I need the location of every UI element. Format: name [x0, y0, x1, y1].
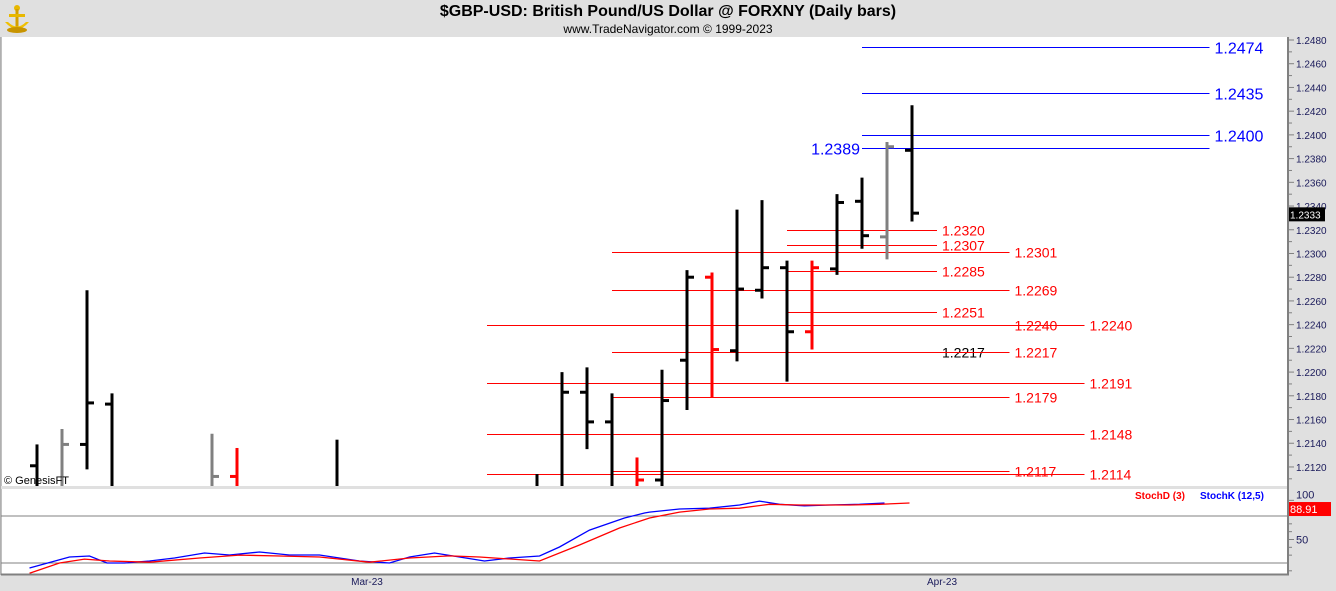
main-panel [1, 37, 1288, 486]
axis-tick-label: 1.2320 [1296, 226, 1327, 237]
level-label: 1.2179 [1015, 390, 1058, 406]
level-label: 1.2400 [1215, 129, 1264, 146]
level-label: 1.2269 [1015, 283, 1058, 299]
axis-tick-label: 1.2420 [1296, 107, 1327, 118]
axis-tick-label: 1.2440 [1296, 83, 1327, 94]
axis-tick-label: 1.2160 [1296, 416, 1327, 427]
bars-layer [30, 105, 919, 486]
stoch-axis-label: 50 [1296, 534, 1308, 546]
axis-tick-label: 1.2400 [1296, 131, 1327, 142]
level-label: 1.2320 [942, 223, 985, 239]
stoch-axis-label: 100 [1296, 489, 1314, 501]
level-label: 1.2435 [1215, 87, 1264, 104]
level-label: 1.2240 [1090, 318, 1133, 334]
date-label: Apr-23 [927, 577, 957, 588]
axis-tick-label: 1.2180 [1296, 392, 1327, 403]
stoch-panel [1, 489, 1288, 574]
level-label: 1.2301 [1015, 245, 1058, 261]
level-label: 1.2191 [1090, 376, 1133, 392]
stoch-last-badge [1289, 502, 1331, 517]
axis-tick-label: 1.2260 [1296, 297, 1327, 308]
axis-tick-label: 1.2360 [1296, 178, 1327, 189]
axis-tick-label: 1.2140 [1296, 439, 1327, 450]
stoch-line-d [29, 502, 910, 574]
level-label: 1.2217 [1015, 345, 1058, 361]
chart-subtitle: www.TradeNavigator.com © 1999-2023 [563, 22, 773, 36]
axis-tick-label: 1.2480 [1296, 36, 1327, 47]
level-label: 1.2285 [942, 264, 985, 280]
axis-tick-label: 1.2380 [1296, 155, 1327, 166]
level-label: 1.2474 [1215, 41, 1264, 58]
level-label: 1.2114 [1090, 467, 1132, 483]
legend-stochd: StochD (3) [1135, 491, 1185, 502]
time-axis: Mar-23 Apr-23 [351, 577, 957, 588]
axis-tick-label: 1.2220 [1296, 344, 1327, 355]
last-price-label: 1.2333 [1290, 210, 1321, 221]
axis-tick-label: 1.2200 [1296, 368, 1327, 379]
axis-tick-label: 1.2300 [1296, 249, 1327, 260]
chart-title: $GBP-USD: British Pound/US Dollar @ FORX… [439, 3, 897, 20]
stoch-last-label: 88.91 [1290, 504, 1318, 516]
axis-tick-label: 1.2240 [1296, 321, 1327, 332]
price-axis[interactable]: 1.2480 1.2460 1.2440 1.2420 1.2400 1.2380 1.23… [1135, 36, 1331, 572]
copyright-label: © GenesisFT [4, 475, 69, 487]
trade-navigator-logo [5, 5, 29, 33]
axis-tick-label: 1.2460 [1296, 60, 1327, 71]
axis-tick-label: 1.2280 [1296, 273, 1327, 284]
panel-separator[interactable] [1, 486, 1288, 489]
level-label: 1.2307 [942, 238, 985, 254]
stoch-layer [1, 500, 1288, 574]
level-label: 1.2389 [811, 142, 860, 159]
date-label: Mar-23 [351, 577, 383, 588]
level-label: 1.2148 [1090, 427, 1133, 443]
stoch-line-k [29, 500, 885, 569]
level-label: 1.2251 [942, 305, 985, 321]
last-price-badge [1289, 207, 1325, 222]
legend-stochk: StochK (12,5) [1200, 491, 1264, 502]
axis-tick-label: 1.2120 [1296, 463, 1327, 474]
level-label: 1.2117 [1015, 464, 1057, 480]
